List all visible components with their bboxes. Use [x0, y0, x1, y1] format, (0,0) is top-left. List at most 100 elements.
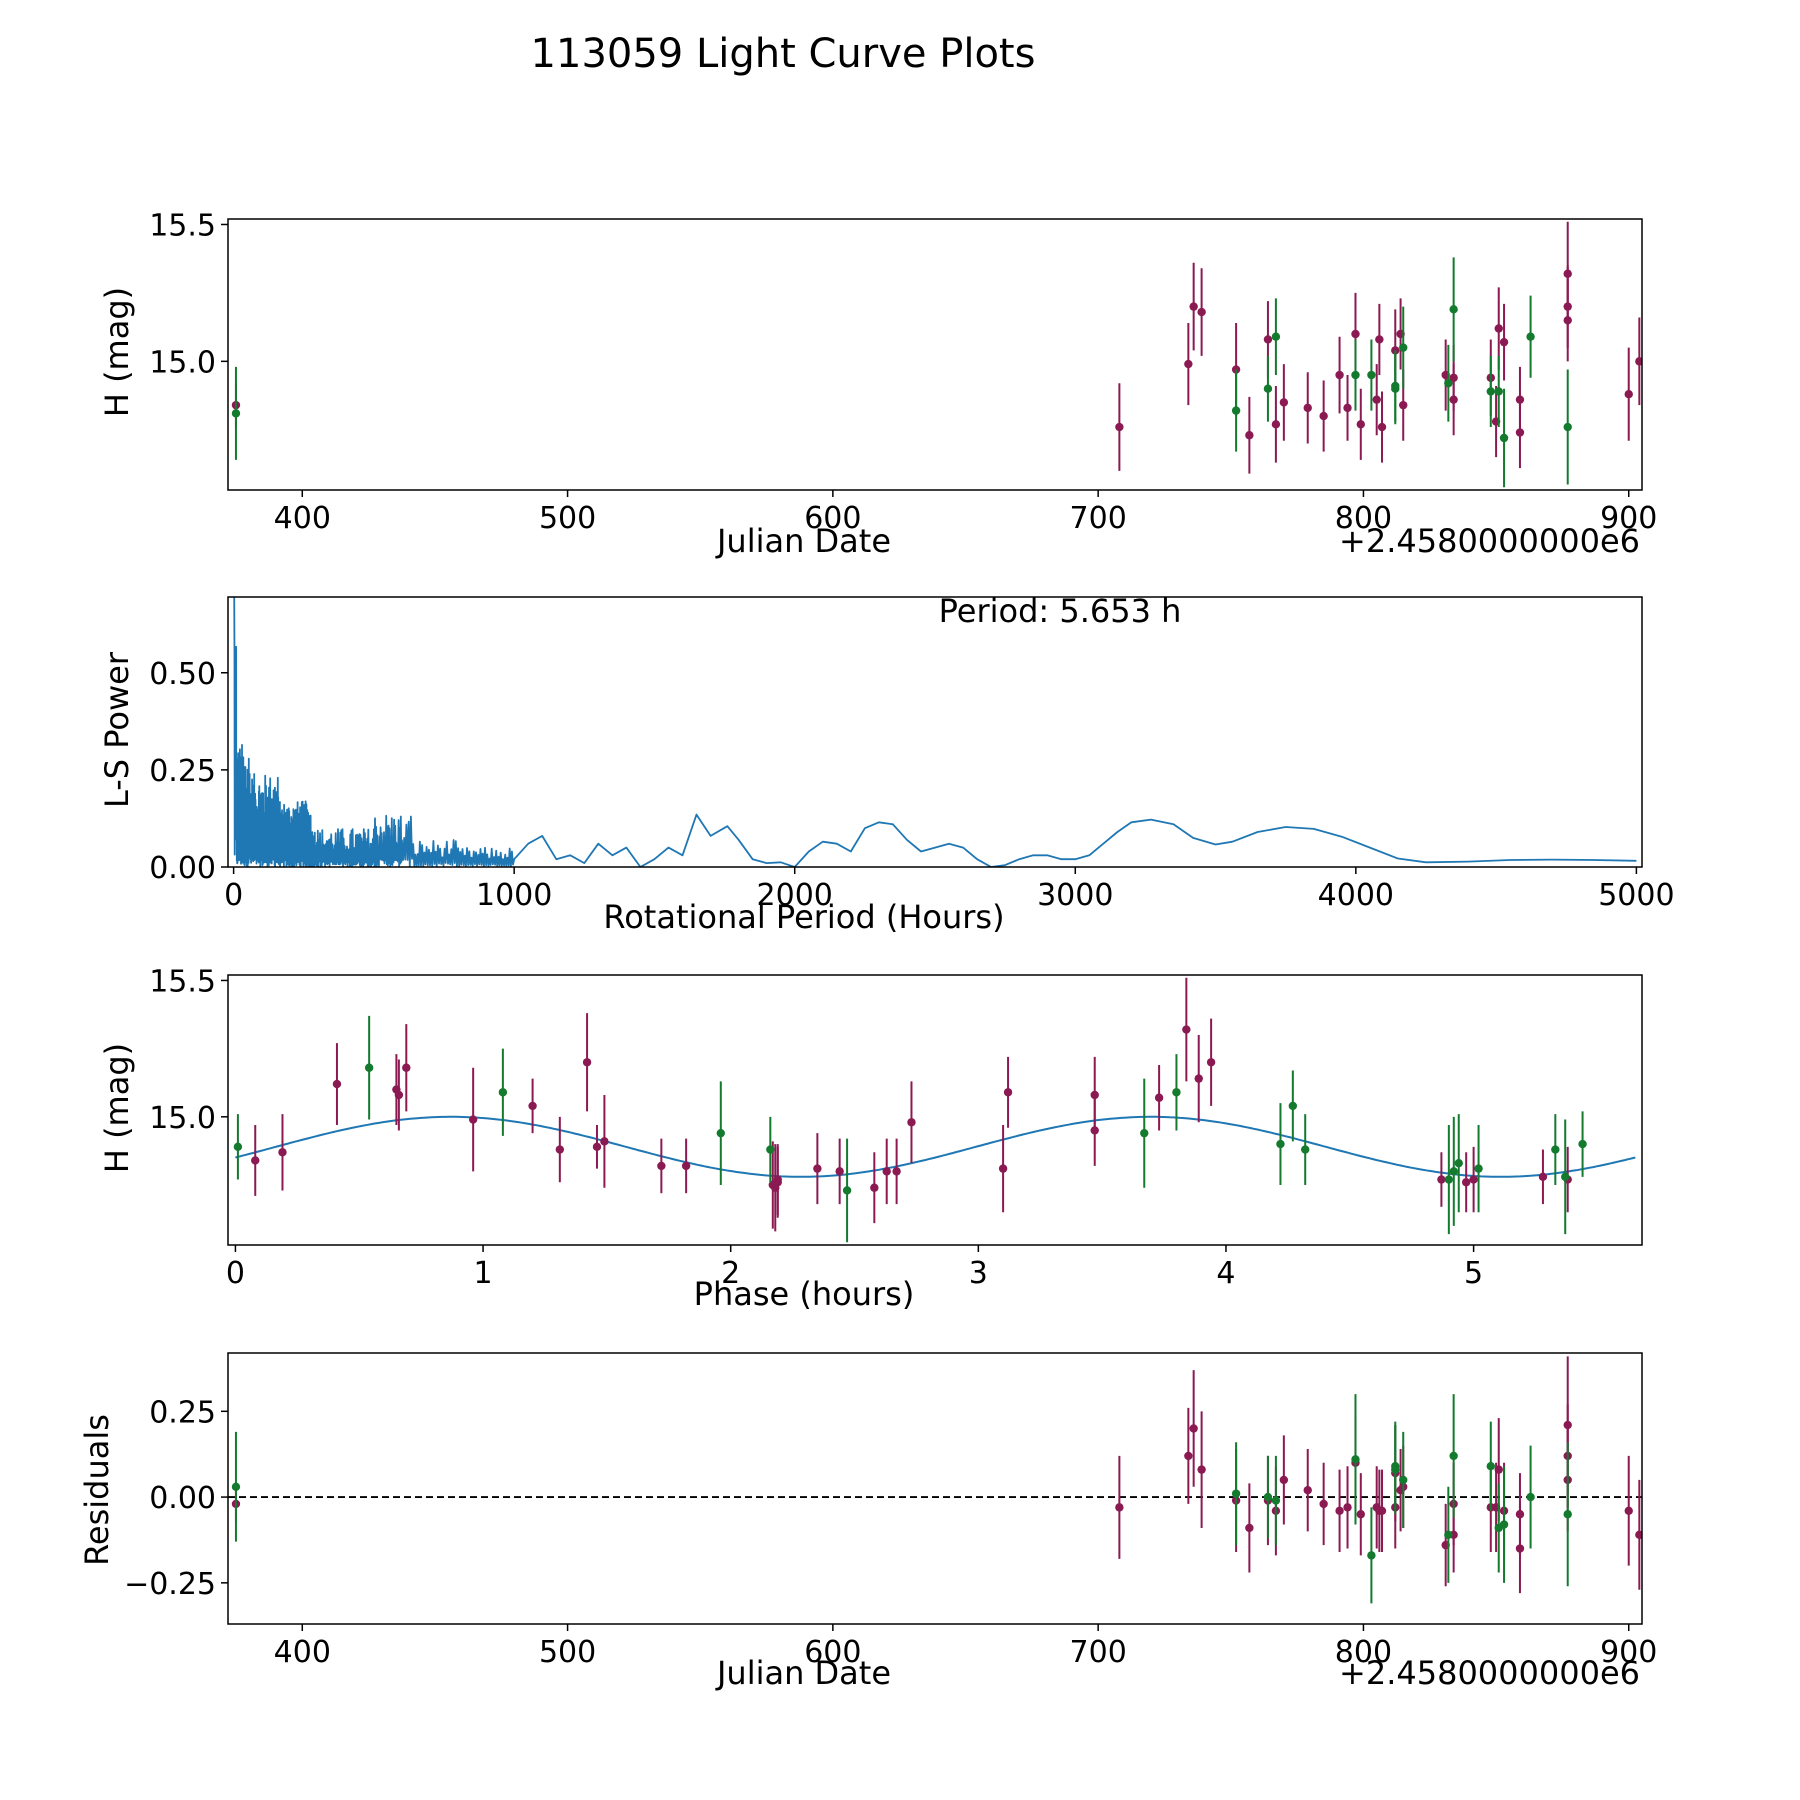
periodogram-ylabel: L-S Power	[98, 651, 136, 808]
phase-plot-area	[233, 977, 1636, 1243]
phase-green-point	[1140, 1128, 1149, 1138]
lightcurve-green-point	[1399, 343, 1408, 352]
residuals-green-point	[1499, 1520, 1509, 1529]
residuals-magenta-point	[1319, 1499, 1328, 1509]
phase-ytick-label: 15.0	[149, 1101, 216, 1136]
lightcurve-ytick-label: 15.0	[149, 345, 216, 380]
lightcurve-green-point	[231, 409, 241, 418]
residuals-magenta-point	[1635, 1530, 1642, 1540]
phase-magenta-point	[657, 1161, 666, 1171]
phase-green-point	[498, 1088, 508, 1097]
phase-green-point	[233, 1142, 243, 1152]
phase-panel: Phase (hours) H (mag) 0 1 2 3 4 5 15.0 15.5	[98, 964, 1643, 1313]
periodogram-xtick-label: 1000	[476, 878, 552, 913]
lightcurve-panel: Julian Date H (mag) +2.4580000000e6 400 5…	[98, 208, 1657, 560]
lightcurve-magenta-point	[1377, 422, 1387, 432]
periodogram-xlabel: Rotational Period (Hours)	[603, 898, 1004, 936]
lightcurve-magenta-point	[1375, 335, 1384, 344]
lightcurve-green-point	[1486, 387, 1495, 396]
phase-xtick-label: 1	[474, 1256, 493, 1291]
lightcurve-magenta-point	[1115, 422, 1124, 432]
residuals-magenta-point	[1184, 1451, 1193, 1461]
lightcurve-magenta-point	[1449, 373, 1458, 382]
lightcurve-magenta-point	[1335, 370, 1344, 380]
phase-green-point	[1172, 1088, 1181, 1097]
lightcurve-magenta-point	[1263, 335, 1273, 344]
lightcurve-ylabel: H (mag)	[98, 287, 136, 417]
lightcurve-xtick-label: 500	[539, 501, 596, 536]
phase-magenta-point	[998, 1164, 1008, 1173]
phase-xtick-label: 3	[969, 1256, 988, 1291]
phase-magenta-point	[813, 1164, 822, 1173]
periodogram-plot-area	[233, 597, 1637, 867]
phase-green-point	[1561, 1172, 1570, 1182]
residuals-xtick-label: 500	[539, 1635, 596, 1670]
lightcurve-magenta-point	[1319, 411, 1328, 421]
periodogram-xtick-label: 3000	[1037, 878, 1113, 913]
phase-magenta-point	[1003, 1088, 1013, 1097]
residuals-magenta-point	[1197, 1465, 1206, 1474]
residuals-xtick-label: 700	[1070, 1635, 1127, 1670]
phase-green-point	[1449, 1167, 1458, 1176]
residuals-magenta-point	[1377, 1506, 1387, 1515]
lightcurve-green-point	[1263, 384, 1273, 393]
phase-magenta-point	[555, 1145, 565, 1154]
phase-magenta-point	[592, 1142, 602, 1152]
phase-model-curve	[235, 1115, 1636, 1178]
lightcurve-green-point	[1367, 370, 1376, 380]
lightcurve-green-point	[1494, 387, 1503, 396]
residuals-xtick-label: 400	[274, 1635, 331, 1670]
residuals-green-point	[1563, 1510, 1572, 1519]
phase-magenta-point	[882, 1167, 891, 1176]
lightcurve-magenta-point	[1271, 420, 1281, 429]
lightcurve-xtick-label: 700	[1070, 501, 1127, 536]
lightcurve-green-point	[1449, 305, 1458, 314]
phase-green-point	[716, 1128, 725, 1138]
lightcurve-green-point	[1391, 381, 1400, 391]
phase-magenta-point	[681, 1161, 691, 1171]
lightcurve-green-point	[1499, 433, 1509, 443]
lightcurve-magenta-point	[1303, 403, 1312, 413]
lightcurve-green-point	[1526, 332, 1535, 341]
residuals-green-point	[1231, 1489, 1241, 1498]
residuals-green-point	[1263, 1492, 1273, 1502]
periodogram-frame	[227, 596, 1643, 868]
lightcurve-magenta-point	[1189, 302, 1198, 311]
periodogram-power-line	[233, 597, 1637, 867]
lightcurve-magenta-point	[1635, 357, 1642, 366]
residuals-x-offset: +2.4580000000e6	[1339, 1654, 1640, 1692]
phase-magenta-point	[251, 1156, 260, 1165]
periodogram-panel: Rotational Period (Hours) L-S Power Peri…	[98, 592, 1675, 936]
residuals-magenta-point	[1335, 1506, 1344, 1515]
lightcurve-magenta-point	[1515, 428, 1525, 437]
residuals-magenta-point	[1279, 1475, 1289, 1485]
periodogram-xtick-label: 0	[224, 878, 243, 913]
residuals-xlabel: Julian Date	[715, 1654, 891, 1692]
phase-xlabel: Phase (hours)	[694, 1275, 915, 1313]
lightcurve-magenta-point	[1197, 307, 1206, 317]
residuals-magenta-point	[1343, 1503, 1352, 1512]
phase-magenta-point	[1437, 1175, 1446, 1184]
phase-green-point	[1551, 1145, 1560, 1154]
lightcurve-xtick-label: 600	[804, 501, 861, 536]
residuals-green-point	[1399, 1475, 1408, 1485]
phase-magenta-point	[773, 1178, 782, 1187]
residuals-xtick-label: 600	[804, 1635, 861, 1670]
residuals-magenta-point	[1356, 1510, 1365, 1519]
phase-green-point	[766, 1145, 775, 1154]
phase-ylabel: H (mag)	[98, 1043, 136, 1173]
lightcurve-magenta-point	[1356, 420, 1365, 429]
lightcurve-magenta-point	[1563, 316, 1572, 325]
lightcurve-plot-area	[231, 221, 1642, 488]
phase-green-point	[1301, 1145, 1310, 1154]
residuals-magenta-point	[1245, 1523, 1254, 1533]
lightcurve-xtick-label: 900	[1600, 501, 1657, 536]
phase-magenta-point	[1469, 1175, 1478, 1184]
residuals-ytick-label: 0.00	[149, 1481, 216, 1516]
residuals-green-point	[1351, 1455, 1360, 1464]
phase-xtick-label: 0	[226, 1256, 245, 1291]
phase-frame	[227, 974, 1643, 1246]
phase-magenta-point	[394, 1090, 404, 1100]
residuals-green-point	[1449, 1451, 1458, 1461]
